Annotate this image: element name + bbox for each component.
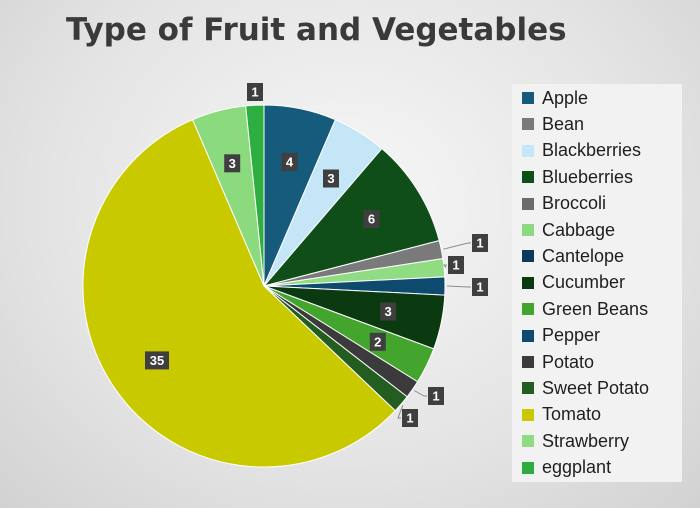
svg-text:3: 3 — [384, 304, 391, 319]
data-label-tomato: 35 — [145, 351, 169, 370]
svg-text:4: 4 — [286, 154, 294, 169]
legend-item-cantelope: Cantelope — [522, 244, 624, 268]
legend-swatch — [522, 356, 534, 368]
leader-line-sweet-potato — [397, 405, 404, 419]
legend-swatch — [522, 408, 534, 421]
legend-swatch — [522, 224, 534, 236]
svg-text:2: 2 — [374, 334, 381, 349]
legend-swatch — [522, 461, 534, 474]
legend-item-blackberries: Blackberries — [522, 139, 641, 163]
legend-swatch — [522, 303, 534, 316]
legend-item-sweet-potato: Sweet Potato — [522, 376, 649, 400]
legend-label: Strawberry — [542, 430, 630, 451]
leader-line-potato — [413, 390, 427, 397]
legend-label: Apple — [542, 87, 589, 108]
data-label-pepper: 1 — [472, 278, 488, 296]
legend-swatch — [522, 250, 534, 263]
svg-text:1: 1 — [476, 280, 483, 295]
legend-swatch — [522, 92, 534, 104]
legend-swatch — [522, 382, 534, 395]
data-label-cucumber: 3 — [380, 302, 397, 321]
svg-text:3: 3 — [229, 156, 236, 171]
svg-text:1: 1 — [476, 236, 483, 251]
legend-item-broccoli: Broccoli — [522, 192, 606, 216]
legend-item-cabbage: Cabbage — [522, 218, 615, 242]
legend-item-pepper: Pepper — [522, 324, 600, 348]
legend-label: Cantelope — [542, 245, 625, 266]
legend-swatch — [522, 329, 534, 342]
legend-item-green-beans: Green Beans — [522, 297, 648, 321]
svg-text:6: 6 — [368, 212, 375, 227]
legend-swatch — [522, 144, 534, 157]
chart-legend: Apple Bean Blackberries Blueberries Broccoli… — [512, 84, 682, 482]
leader-line-pepper — [446, 285, 471, 288]
legend-swatch — [522, 197, 534, 210]
legend-item-strawberry: Strawberry — [522, 429, 629, 453]
legend-item-blueberries: Blueberries — [522, 165, 633, 189]
legend-label: Potato — [542, 351, 595, 372]
leader-line-strawberry — [442, 264, 447, 268]
data-label-green-beans: 2 — [369, 332, 386, 351]
legend-swatch — [522, 276, 534, 289]
data-label-sweet-potato: 1 — [402, 409, 418, 427]
svg-text:1: 1 — [406, 411, 413, 426]
legend-item-potato: Potato — [522, 350, 594, 374]
legend-label: Cucumber — [542, 272, 626, 293]
data-label-bean: 1 — [472, 234, 488, 252]
legend-swatch — [522, 435, 534, 448]
legend-label: Cabbage — [542, 219, 616, 240]
legend-label: Bean — [542, 113, 585, 134]
legend-label: eggplant — [542, 457, 612, 478]
svg-text:1: 1 — [432, 389, 439, 404]
legend-swatch — [522, 171, 534, 184]
legend-item-bean: Bean — [522, 112, 584, 136]
pie-slice-eggplant — [245, 104, 265, 287]
svg-text:1: 1 — [452, 258, 459, 273]
legend-label: Green Beans — [542, 298, 649, 319]
chart-title: Type of Fruit and Vegetables — [66, 12, 567, 48]
svg-text:35: 35 — [150, 353, 164, 368]
svg-text:3: 3 — [327, 171, 334, 186]
leader-line-bean — [443, 242, 471, 250]
data-label-blueberries: 6 — [363, 210, 380, 228]
legend-label: Pepper — [542, 325, 601, 346]
data-label-apple: 4 — [281, 152, 298, 171]
legend-label: Sweet Potato — [542, 377, 650, 398]
legend-label: Blueberries — [542, 166, 634, 187]
pie-slice-tomato — [82, 119, 396, 468]
legend-swatch — [522, 118, 534, 131]
legend-item-cucumber: Cucumber — [522, 271, 625, 295]
data-label-potato: 1 — [428, 387, 444, 405]
data-label-eggplant: 1 — [247, 83, 263, 101]
svg-text:1: 1 — [251, 85, 258, 100]
data-label-blackberries: 3 — [323, 169, 339, 188]
legend-item-apple: Apple — [522, 86, 588, 110]
legend-label: Broccoli — [542, 193, 607, 214]
data-label-cabbage: 3 — [224, 154, 241, 173]
legend-item-tomato: Tomato — [522, 403, 601, 427]
data-label-strawberry: 1 — [448, 256, 464, 274]
legend-item-eggplant: eggplant — [522, 456, 611, 480]
legend-label: Blackberries — [542, 140, 642, 161]
legend-label: Tomato — [542, 404, 602, 425]
